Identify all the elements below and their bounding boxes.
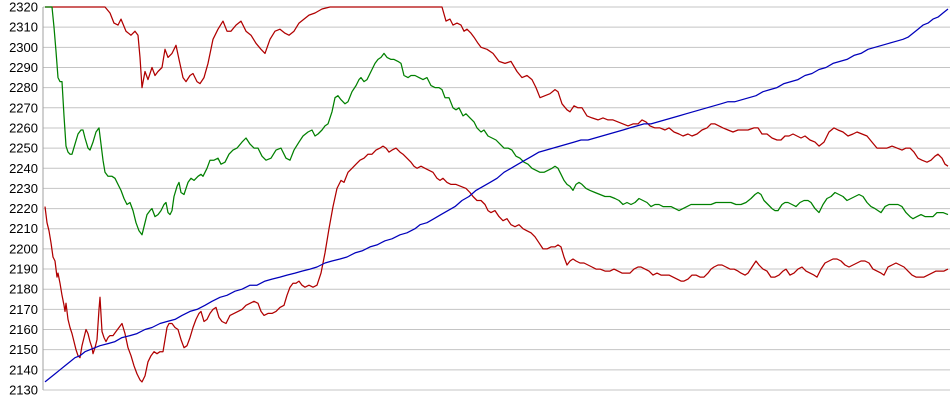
y-axis-tick-label: 2290 xyxy=(9,60,38,75)
y-axis-tick-label: 2230 xyxy=(9,181,38,196)
y-axis-tick-label: 2180 xyxy=(9,282,38,297)
series-lower-band-red xyxy=(44,145,949,383)
y-axis-tick-label: 2210 xyxy=(9,221,38,236)
y-axis-tick-label: 2150 xyxy=(9,342,38,357)
y-axis-tick-label: 2160 xyxy=(9,322,38,337)
series-middle-green xyxy=(45,6,949,236)
y-axis-tick-label: 2280 xyxy=(9,80,38,95)
y-axis-tick-label: 2170 xyxy=(9,302,38,317)
y-axis-tick-label: 2220 xyxy=(9,201,38,216)
y-axis-tick-label: 2270 xyxy=(9,100,38,115)
y-axis-tick-label: 2140 xyxy=(9,362,38,377)
y-axis-tick-label: 2130 xyxy=(9,383,38,398)
y-axis-tick-label: 2260 xyxy=(9,120,38,135)
y-axis-tick-label: 2190 xyxy=(9,262,38,277)
y-axis-tick-label: 2300 xyxy=(9,40,38,55)
y-axis-tick-label: 2310 xyxy=(9,20,38,35)
series-trend-blue xyxy=(44,8,949,383)
series-upper-band-red xyxy=(45,6,949,167)
y-axis-tick-label: 2320 xyxy=(9,0,38,15)
y-axis-tick-label: 2200 xyxy=(9,241,38,256)
y-axis-tick-label: 2240 xyxy=(9,161,38,176)
y-axis-tick-label: 2250 xyxy=(9,141,38,156)
